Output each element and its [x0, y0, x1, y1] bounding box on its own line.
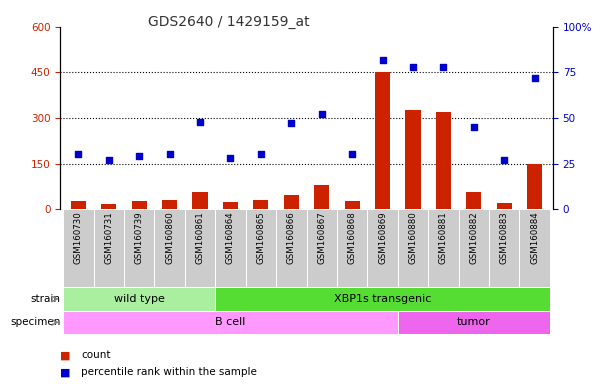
Point: [256, 151, 266, 157]
Bar: [344, 200, 360, 209]
Bar: [192, 192, 207, 209]
Bar: [398, 311, 550, 334]
Bar: [527, 164, 542, 209]
Bar: [398, 209, 428, 287]
Text: GSM160860: GSM160860: [165, 212, 174, 264]
Text: GSM160867: GSM160867: [317, 212, 326, 264]
Bar: [185, 209, 215, 287]
Bar: [215, 209, 246, 287]
Point: [499, 157, 509, 163]
Text: strain: strain: [31, 294, 61, 304]
Text: ■: ■: [60, 350, 70, 360]
Point: [195, 119, 205, 125]
Text: GSM160882: GSM160882: [469, 212, 478, 264]
Bar: [459, 209, 489, 287]
Bar: [284, 195, 299, 209]
Point: [135, 153, 144, 159]
Text: wild type: wild type: [114, 294, 165, 304]
Text: GSM160869: GSM160869: [378, 212, 387, 264]
Text: GSM160881: GSM160881: [439, 212, 448, 264]
Point: [73, 151, 83, 157]
Text: percentile rank within the sample: percentile rank within the sample: [81, 367, 257, 377]
Bar: [71, 200, 86, 209]
Bar: [367, 209, 398, 287]
Bar: [436, 112, 451, 209]
Bar: [63, 287, 215, 311]
Point: [408, 64, 418, 70]
Point: [225, 155, 235, 161]
Text: XBP1s transgenic: XBP1s transgenic: [334, 294, 432, 304]
Point: [530, 75, 540, 81]
Text: B cell: B cell: [215, 317, 246, 328]
Text: GSM160884: GSM160884: [530, 212, 539, 264]
Text: GSM160861: GSM160861: [195, 212, 204, 264]
Bar: [253, 200, 269, 209]
Text: ■: ■: [60, 367, 70, 377]
Point: [347, 151, 357, 157]
Bar: [101, 204, 117, 209]
Point: [287, 121, 296, 127]
Text: GSM160880: GSM160880: [409, 212, 418, 264]
Text: count: count: [81, 350, 111, 360]
Bar: [276, 209, 307, 287]
Bar: [314, 185, 329, 209]
Bar: [519, 209, 550, 287]
Bar: [489, 209, 519, 287]
Bar: [375, 73, 390, 209]
Bar: [466, 192, 481, 209]
Bar: [428, 209, 459, 287]
Text: GSM160883: GSM160883: [500, 212, 508, 264]
Bar: [215, 287, 550, 311]
Point: [104, 157, 114, 163]
Bar: [94, 209, 124, 287]
Bar: [154, 209, 185, 287]
Text: GSM160868: GSM160868: [347, 212, 356, 264]
Bar: [63, 311, 398, 334]
Point: [469, 124, 478, 130]
Bar: [337, 209, 367, 287]
Bar: [132, 201, 147, 209]
Text: GSM160731: GSM160731: [105, 212, 113, 264]
Text: GDS2640 / 1429159_at: GDS2640 / 1429159_at: [148, 15, 309, 29]
Bar: [307, 209, 337, 287]
Text: GSM160865: GSM160865: [257, 212, 266, 264]
Point: [439, 64, 448, 70]
Text: tumor: tumor: [457, 317, 490, 328]
Point: [317, 111, 326, 118]
Bar: [246, 209, 276, 287]
Text: specimen: specimen: [10, 317, 61, 328]
Bar: [406, 111, 421, 209]
Bar: [162, 200, 177, 209]
Bar: [496, 203, 512, 209]
Bar: [124, 209, 154, 287]
Bar: [63, 209, 94, 287]
Text: GSM160730: GSM160730: [74, 212, 83, 264]
Text: GSM160866: GSM160866: [287, 212, 296, 264]
Bar: [223, 202, 238, 209]
Text: GSM160739: GSM160739: [135, 212, 144, 264]
Point: [165, 151, 174, 157]
Text: GSM160864: GSM160864: [226, 212, 235, 264]
Point: [378, 56, 388, 63]
